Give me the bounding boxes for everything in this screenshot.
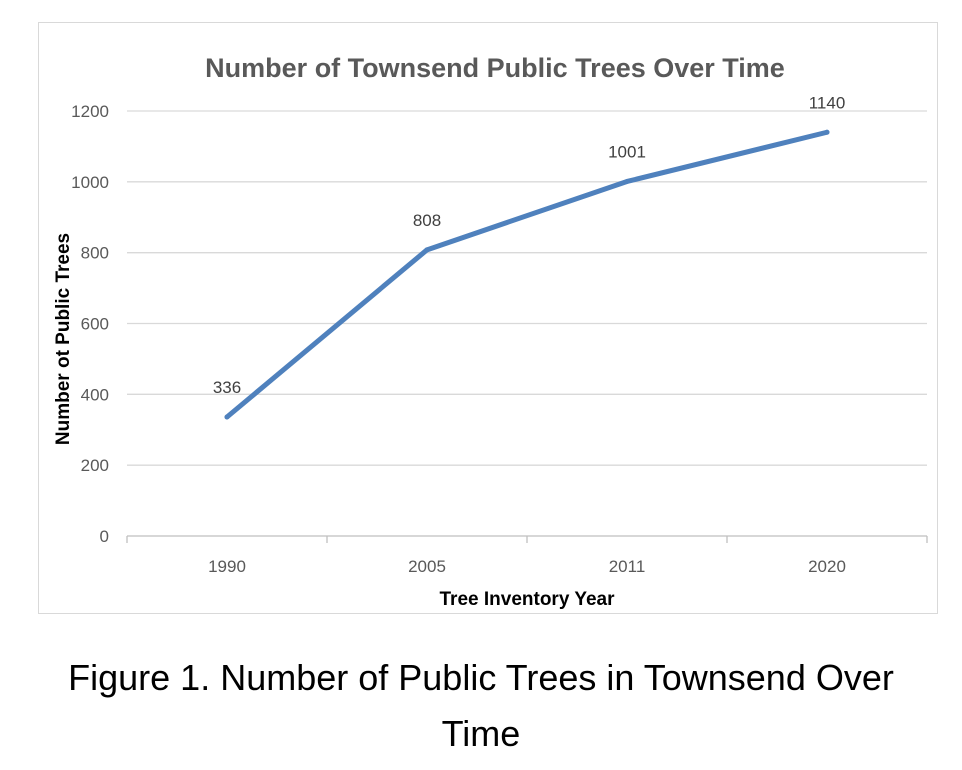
figure-caption-line-2: Time [441,713,521,754]
x-tick-label-1990: 1990 [208,557,246,576]
data-label-1990: 336 [213,378,241,397]
y-axis-title: Number ot Public Trees [53,233,74,445]
y-tick-label-400: 400 [81,385,109,404]
y-tick-label-1000: 1000 [71,173,109,192]
data-label-2005: 808 [413,211,441,230]
data-label-2011: 1001 [608,142,646,161]
line-chart: Number of Townsend Public Trees Over Tim… [53,53,928,610]
series-layer [224,129,830,420]
x-tick-label-2005: 2005 [408,557,446,576]
x-tick-label-2020: 2020 [808,557,846,576]
y-tick-label-600: 600 [81,315,109,334]
y-tick-label-1200: 1200 [71,102,109,121]
data-point-1990 [224,414,230,420]
x-axis: 1990 2005 2011 2020 [126,535,928,576]
x-tick-label-2011: 2011 [609,557,646,576]
data-labels: 336 808 1001 1140 [213,93,845,397]
gridlines [127,110,927,466]
figure-caption: Figure 1. Number of Public Trees in Town… [0,650,962,762]
figure-caption-line-1: Figure 1. Number of Public Trees in Town… [68,657,894,698]
chart-title: Number of Townsend Public Trees Over Tim… [205,53,785,83]
series-line-0 [224,129,830,420]
y-axis-ticks: 0 200 400 600 800 1000 1200 [71,102,109,546]
x-axis-title: Tree Inventory Year [440,589,616,610]
data-point-2005 [424,247,430,253]
data-point-2011 [624,178,630,184]
chart-frame: Number of Townsend Public Trees Over Tim… [38,22,938,614]
data-label-2020: 1140 [809,93,846,112]
y-tick-label-0: 0 [100,527,109,546]
data-point-2020 [824,129,830,135]
y-tick-label-800: 800 [81,244,109,263]
y-tick-label-200: 200 [81,456,109,475]
